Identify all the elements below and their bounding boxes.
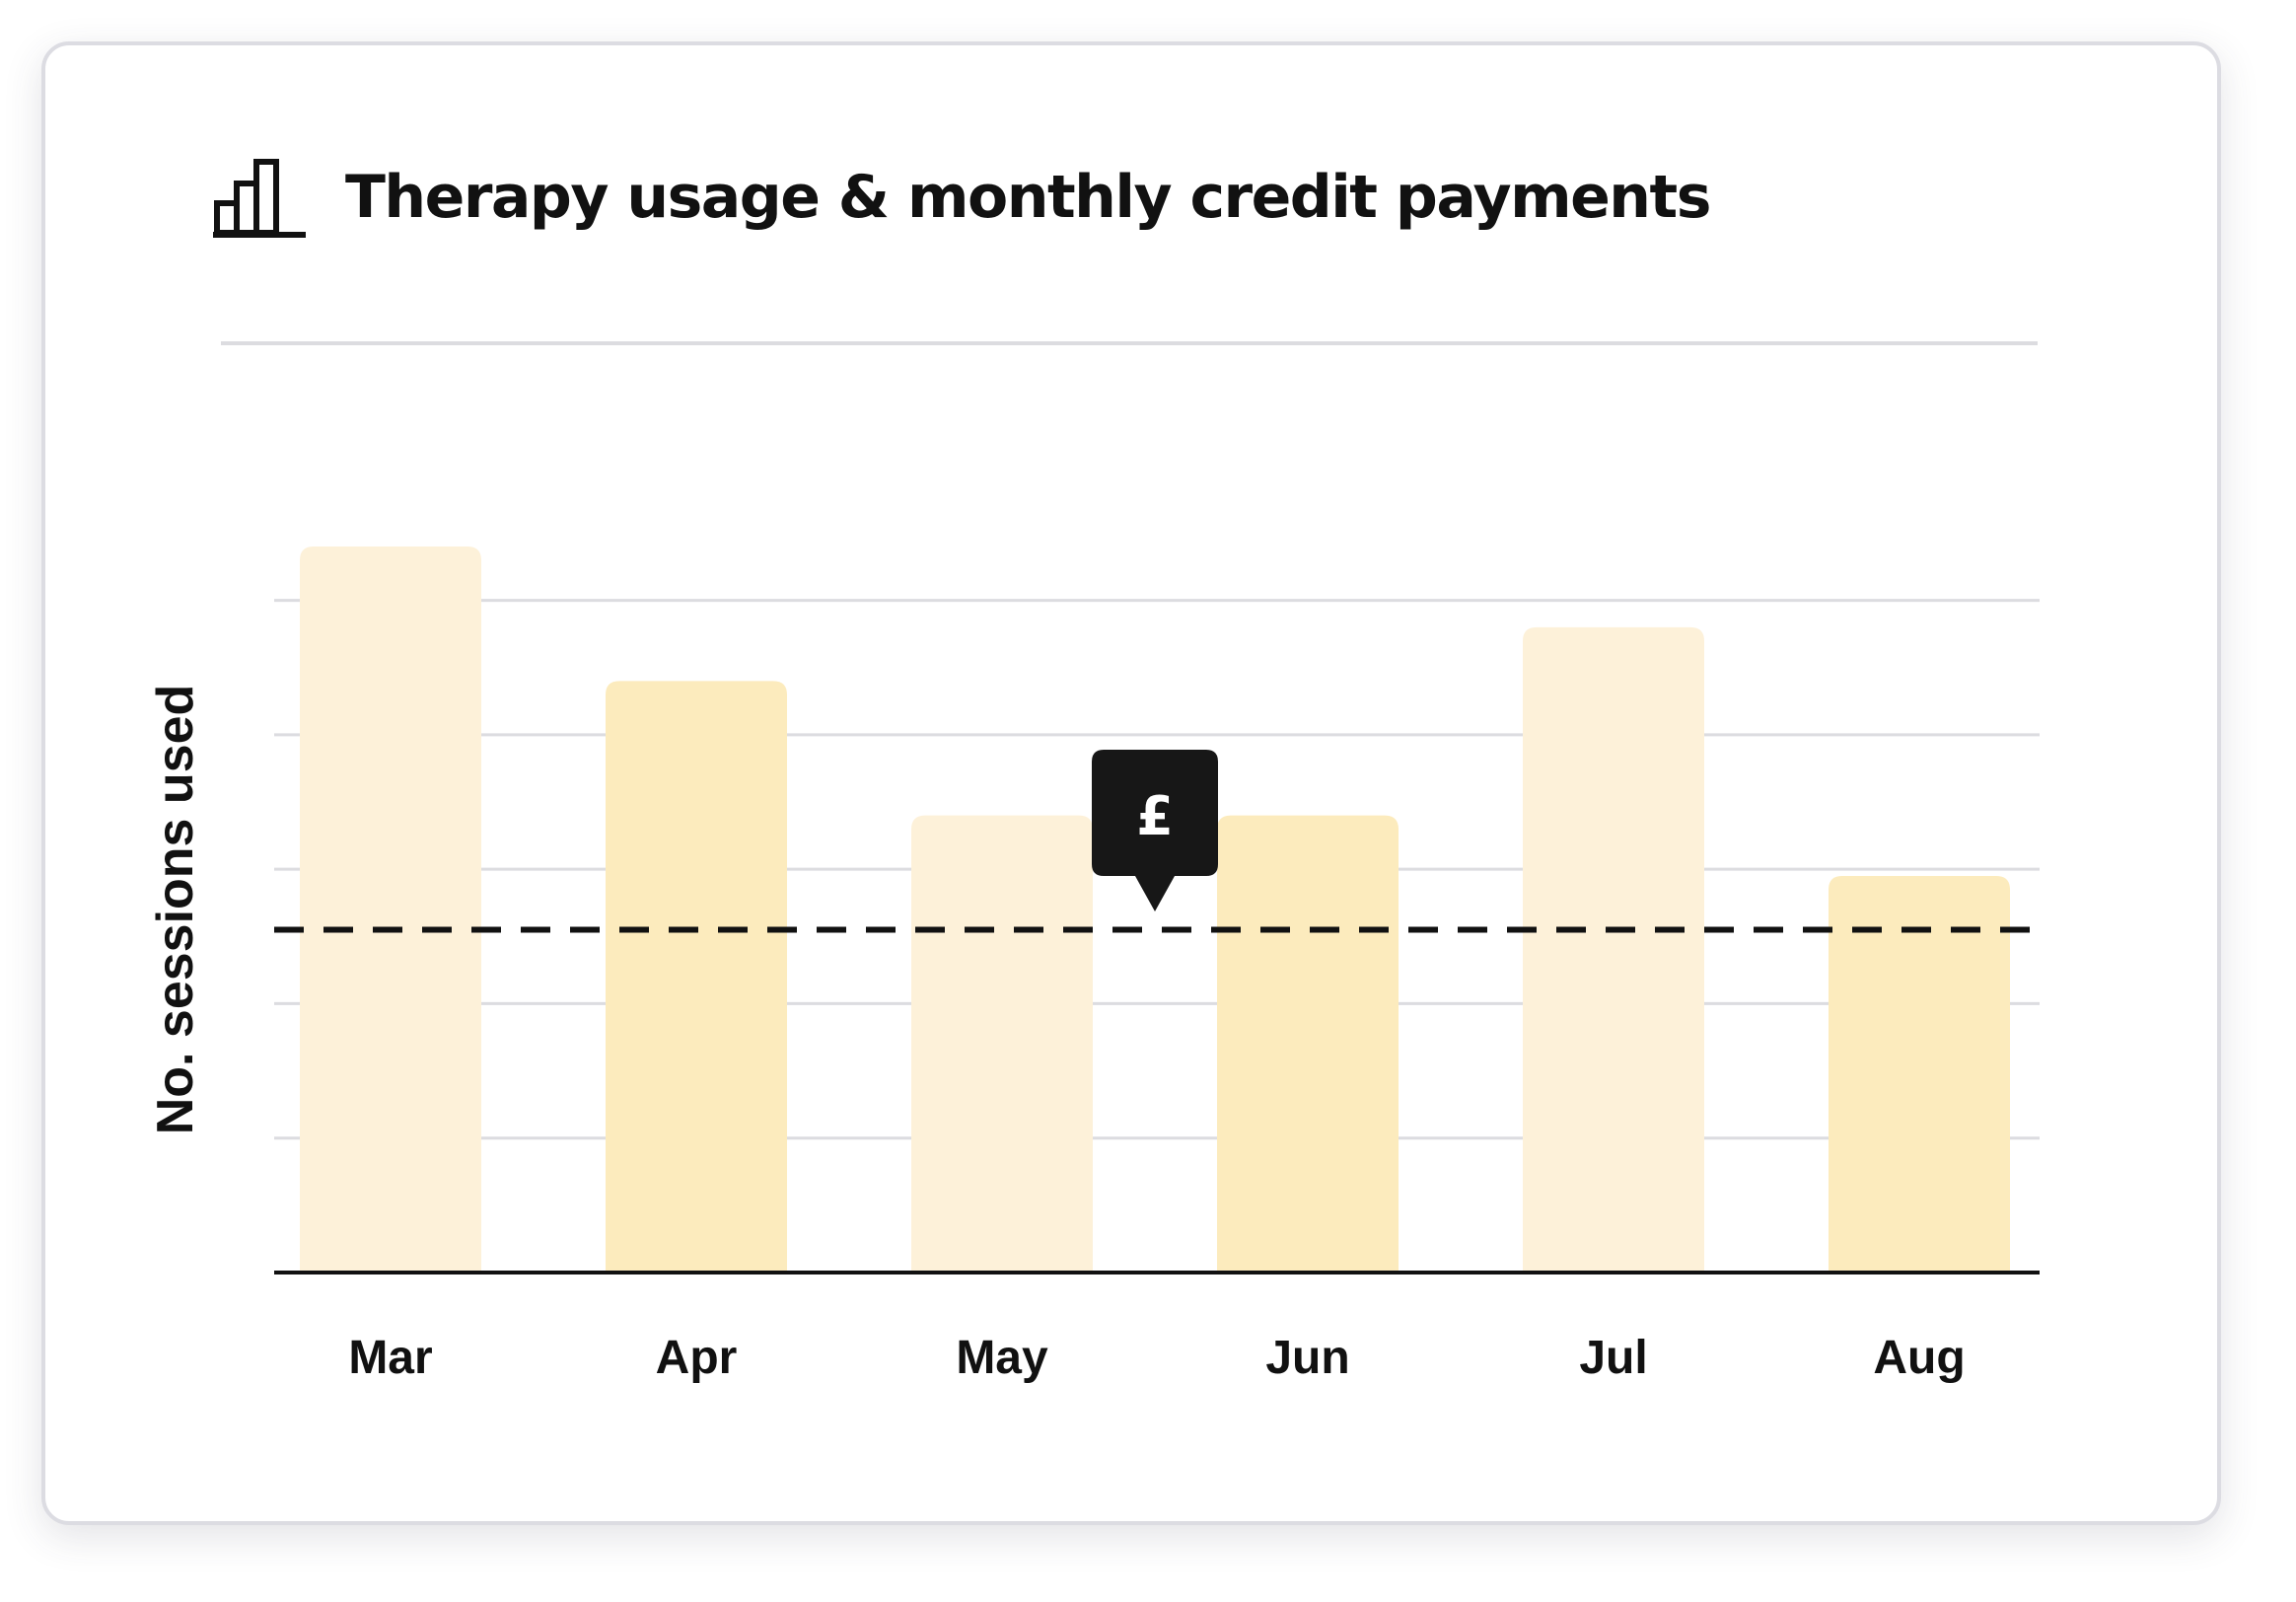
x-tick-label: Jun xyxy=(1265,1332,1349,1384)
bar-apr xyxy=(606,681,787,1273)
x-tick-label: Jul xyxy=(1579,1332,1647,1384)
bar-may xyxy=(911,815,1093,1273)
pound-sign-icon xyxy=(1092,750,1218,911)
bar-jul xyxy=(1523,626,1704,1273)
marker-symbol: £ xyxy=(1136,785,1174,847)
bar-aug xyxy=(1829,875,2010,1273)
bar-jun xyxy=(1217,815,1399,1273)
chart-header: Therapy usage & monthly credit payments xyxy=(213,148,1711,247)
x-tick-label: May xyxy=(956,1332,1048,1384)
chart-title: Therapy usage & monthly credit payments xyxy=(345,163,1711,232)
bar-chart-icon xyxy=(213,159,306,238)
bar-mar xyxy=(300,546,481,1273)
x-tick-label: Aug xyxy=(1873,1332,1965,1384)
x-tick-label: Mar xyxy=(348,1332,432,1384)
x-tick-label: Apr xyxy=(656,1332,738,1384)
